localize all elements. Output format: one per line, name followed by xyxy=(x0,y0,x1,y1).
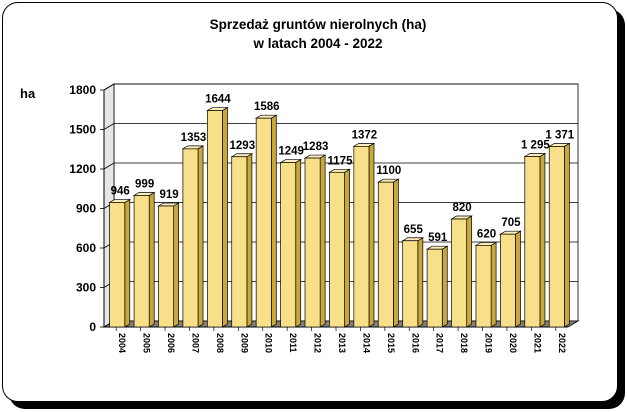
chart-title: Sprzedaż gruntów nierolnych (ha) xyxy=(210,17,427,32)
data-label: 946 xyxy=(111,185,130,197)
data-label: 1586 xyxy=(254,101,280,113)
x-tick-label: 2017 xyxy=(435,333,445,353)
bar-side xyxy=(197,145,204,328)
bar xyxy=(133,195,150,328)
x-tick-label: 2006 xyxy=(166,333,176,353)
data-label: 1 295 xyxy=(521,139,550,151)
bar-side xyxy=(319,154,326,328)
bar-side xyxy=(222,106,228,328)
bar-side xyxy=(368,142,375,328)
x-tick-label: 2012 xyxy=(313,333,323,353)
data-label: 620 xyxy=(477,228,496,240)
bar-side xyxy=(173,202,179,328)
gridline-depth xyxy=(103,83,115,91)
bar xyxy=(426,248,443,328)
bar-side xyxy=(344,168,350,328)
y-tick-label: 1200 xyxy=(69,162,96,176)
bar xyxy=(353,146,370,328)
chart-subtitle: w latach 2004 - 2022 xyxy=(252,36,382,51)
bar xyxy=(304,157,321,328)
data-label: 705 xyxy=(501,217,521,229)
x-tick-label: 2022 xyxy=(557,333,567,353)
data-label: 591 xyxy=(428,232,448,244)
x-tick-label: 2018 xyxy=(459,333,469,353)
bar-side xyxy=(539,152,546,328)
x-tick-label: 2015 xyxy=(386,333,396,353)
y-tick-label: 1500 xyxy=(69,123,96,137)
data-label: 1293 xyxy=(230,140,256,152)
bar-side xyxy=(295,158,302,328)
bar-side xyxy=(417,237,424,328)
x-tick-label: 2019 xyxy=(484,333,494,353)
gridline-depth xyxy=(103,123,115,130)
bar xyxy=(182,148,199,328)
x-tick-label: 2007 xyxy=(190,333,200,353)
x-tick-label: 2020 xyxy=(508,333,518,353)
y-tick-label: 0 xyxy=(89,320,96,334)
x-tick-label: 2014 xyxy=(361,333,371,353)
y-axis-unit-label: ha xyxy=(20,86,36,101)
bar-side xyxy=(148,191,155,328)
bar xyxy=(109,202,126,328)
x-tick-label: 2011 xyxy=(288,333,298,353)
bar-side xyxy=(393,178,399,328)
data-label: 1283 xyxy=(303,141,329,153)
bar xyxy=(231,156,248,328)
x-tick-label: 2021 xyxy=(532,333,542,353)
x-tick-label: 2008 xyxy=(215,333,225,353)
bar xyxy=(524,156,541,328)
x-tick-label: 2013 xyxy=(337,333,347,353)
y-tick-label: 300 xyxy=(76,281,96,295)
x-tick-label: 2005 xyxy=(142,333,152,353)
bar xyxy=(158,205,174,328)
bar-side xyxy=(124,198,131,328)
data-label: 1100 xyxy=(376,165,401,177)
bar-side xyxy=(564,142,570,328)
bar xyxy=(451,218,468,328)
data-label: 1 371 xyxy=(545,129,574,141)
x-tick-label: 2016 xyxy=(410,333,420,353)
y-tick-label: 1800 xyxy=(69,83,96,97)
data-label: 1372 xyxy=(352,129,378,141)
data-label: 1644 xyxy=(205,94,231,106)
x-tick-label: 2004 xyxy=(117,333,127,353)
plot-area: 0 300 600 900 1200 1500 1800 2004 946 2005 999 2006… xyxy=(69,83,580,353)
bar-side xyxy=(515,230,521,328)
bar xyxy=(475,245,492,328)
data-label: 1249 xyxy=(278,146,304,158)
x-tick-label: 2010 xyxy=(264,333,274,353)
bar xyxy=(280,162,297,328)
bar-side xyxy=(466,215,473,328)
y-tick-label: 600 xyxy=(76,241,96,255)
gridline-depth xyxy=(103,162,115,170)
bar xyxy=(255,117,272,328)
data-label: 820 xyxy=(453,202,472,214)
bar-side xyxy=(490,241,497,328)
data-label: 1175 xyxy=(328,155,354,167)
data-label: 1353 xyxy=(181,132,207,144)
bar-side xyxy=(441,245,448,328)
data-label: 999 xyxy=(135,178,154,190)
bar xyxy=(402,240,419,328)
bar-side xyxy=(246,153,253,328)
bar-side xyxy=(270,114,277,328)
bar xyxy=(500,233,516,328)
data-label: 919 xyxy=(159,189,178,201)
bar xyxy=(329,171,345,328)
x-tick-label: 2009 xyxy=(239,333,249,353)
bar xyxy=(206,110,223,328)
bar xyxy=(548,146,565,328)
y-tick-label: 900 xyxy=(76,202,96,216)
data-label: 655 xyxy=(404,224,424,236)
bar xyxy=(377,181,394,328)
